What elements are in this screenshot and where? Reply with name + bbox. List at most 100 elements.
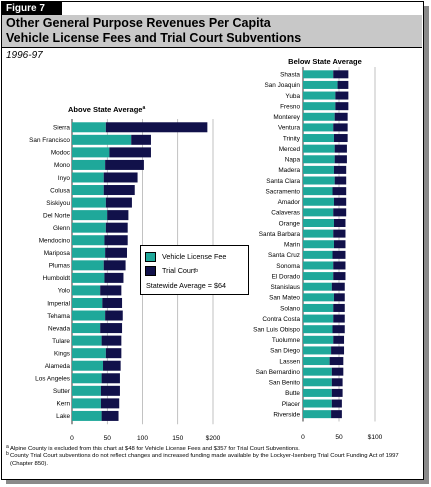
category-label: San Benito — [269, 380, 301, 387]
category-label: Napa — [285, 157, 301, 164]
bar-trial-court — [100, 285, 122, 296]
bar-trial-court — [105, 222, 128, 233]
category-label: Kern — [57, 401, 71, 408]
bar-vehicle-license-fee — [303, 388, 332, 397]
bar-vehicle-license-fee — [72, 285, 101, 296]
category-label: Del Norte — [43, 212, 70, 219]
category-label: Colusa — [50, 187, 70, 194]
bar-trial-court — [333, 134, 348, 143]
x-tick-label: 150 — [172, 435, 183, 442]
bar-trial-court — [329, 357, 344, 366]
figure-label: Figure 7 — [2, 2, 62, 15]
bar-vehicle-license-fee — [303, 208, 334, 217]
category-label: Merced — [279, 146, 301, 153]
bar-vehicle-license-fee — [72, 247, 106, 258]
bar-trial-court — [105, 122, 208, 133]
bar-trial-court — [333, 70, 349, 79]
bar-trial-court — [333, 165, 347, 174]
x-tick-label: 50 — [335, 434, 343, 441]
bar-vehicle-license-fee — [303, 378, 332, 387]
bar-trial-court — [331, 410, 342, 419]
category-label: Orange — [279, 220, 301, 227]
legend-label-vehicle-license-fee: Vehicle License Fee — [162, 252, 227, 261]
bar-vehicle-license-fee — [72, 197, 106, 208]
bar-trial-court — [103, 260, 126, 271]
bar-trial-court — [335, 102, 349, 111]
bar-trial-court — [333, 123, 348, 132]
bar-trial-court — [333, 335, 345, 344]
bar-trial-court — [105, 247, 127, 258]
legend-item-vehicle-license-fee: Vehicle License Fee — [145, 251, 226, 262]
bar-vehicle-license-fee — [303, 272, 334, 281]
bar-trial-court — [103, 185, 135, 196]
category-label: Siskiyou — [46, 200, 70, 207]
category-label: Butte — [285, 390, 300, 397]
category-label: Plumas — [49, 263, 70, 270]
bar-trial-court — [333, 314, 345, 323]
bar-vehicle-license-fee — [303, 187, 333, 196]
x-tick-label: 100 — [137, 435, 148, 442]
category-label: San Diego — [270, 348, 300, 355]
category-label: Lake — [56, 413, 70, 420]
category-label: Yuba — [285, 93, 300, 100]
category-label: Tulare — [52, 338, 70, 345]
category-label: Alameda — [45, 363, 71, 370]
bar-trial-court — [105, 159, 144, 170]
bar-trial-court — [334, 176, 347, 185]
bar-trial-court — [331, 388, 343, 397]
x-tick-label: 0 — [301, 434, 305, 441]
bar-trial-court — [333, 218, 346, 227]
chart-legend: Vehicle License Fee Trial Court b Statewi… — [140, 245, 249, 295]
category-label: Kings — [54, 350, 70, 357]
bar-vehicle-license-fee — [303, 303, 334, 312]
legend-footnote-mark: b — [195, 267, 199, 274]
bar-vehicle-license-fee — [72, 185, 104, 196]
bar-vehicle-license-fee — [72, 398, 101, 409]
category-label: Tehama — [47, 313, 70, 320]
category-label: Mariposa — [44, 250, 71, 257]
bar-vehicle-license-fee — [303, 144, 335, 153]
footnote-text: Alpine County is excluded from this char… — [10, 446, 300, 452]
bar-vehicle-license-fee — [303, 91, 336, 100]
bar-trial-court — [334, 112, 348, 121]
category-label: Marin — [284, 242, 300, 249]
bar-trial-court — [105, 310, 123, 321]
bar-vehicle-license-fee — [72, 134, 132, 145]
bar-trial-court — [334, 144, 347, 153]
bar-trial-court — [332, 325, 345, 334]
bar-vehicle-license-fee — [72, 335, 102, 346]
bar-trial-court — [107, 210, 129, 221]
category-label: Shasta — [280, 72, 300, 79]
category-label: Mono — [54, 162, 70, 169]
bar-vehicle-license-fee — [303, 112, 335, 121]
bar-vehicle-license-fee — [72, 385, 101, 396]
bar-trial-court — [331, 367, 344, 376]
bar-vehicle-license-fee — [72, 348, 106, 359]
category-label: Santa Clara — [266, 178, 300, 185]
bar-vehicle-license-fee — [303, 134, 334, 143]
chart-title: Other General Purpose Revenues Per Capit… — [6, 16, 271, 30]
bar-trial-court — [333, 303, 345, 312]
category-label: Tuolumne — [272, 337, 301, 344]
legend-label-trial-court: Trial Court — [162, 266, 196, 275]
bar-trial-court — [331, 399, 342, 408]
legend-swatch-vehicle-license-fee — [145, 251, 156, 262]
category-label: Modoc — [51, 150, 71, 157]
bar-vehicle-license-fee — [303, 80, 338, 89]
bar-vehicle-license-fee — [303, 325, 333, 334]
bar-vehicle-license-fee — [303, 123, 334, 132]
footnote-a: a Alpine County is excluded from this cha… — [6, 444, 418, 453]
bar-vehicle-license-fee — [303, 155, 335, 164]
bar-vehicle-license-fee — [303, 70, 334, 79]
bar-vehicle-license-fee — [303, 250, 333, 259]
bar-trial-court — [331, 346, 345, 355]
category-label: Lassen — [279, 358, 300, 365]
title-band: Other General Purpose Revenues Per Capit… — [2, 15, 422, 48]
bar-vehicle-license-fee — [72, 310, 106, 321]
x-tick-label: $200 — [206, 435, 221, 442]
bar-vehicle-license-fee — [303, 335, 334, 344]
panel-title-footnote-mark: a — [142, 105, 145, 111]
bar-trial-court — [101, 335, 122, 346]
category-label: Santa Barbara — [259, 231, 301, 238]
bar-vehicle-license-fee — [303, 261, 334, 270]
